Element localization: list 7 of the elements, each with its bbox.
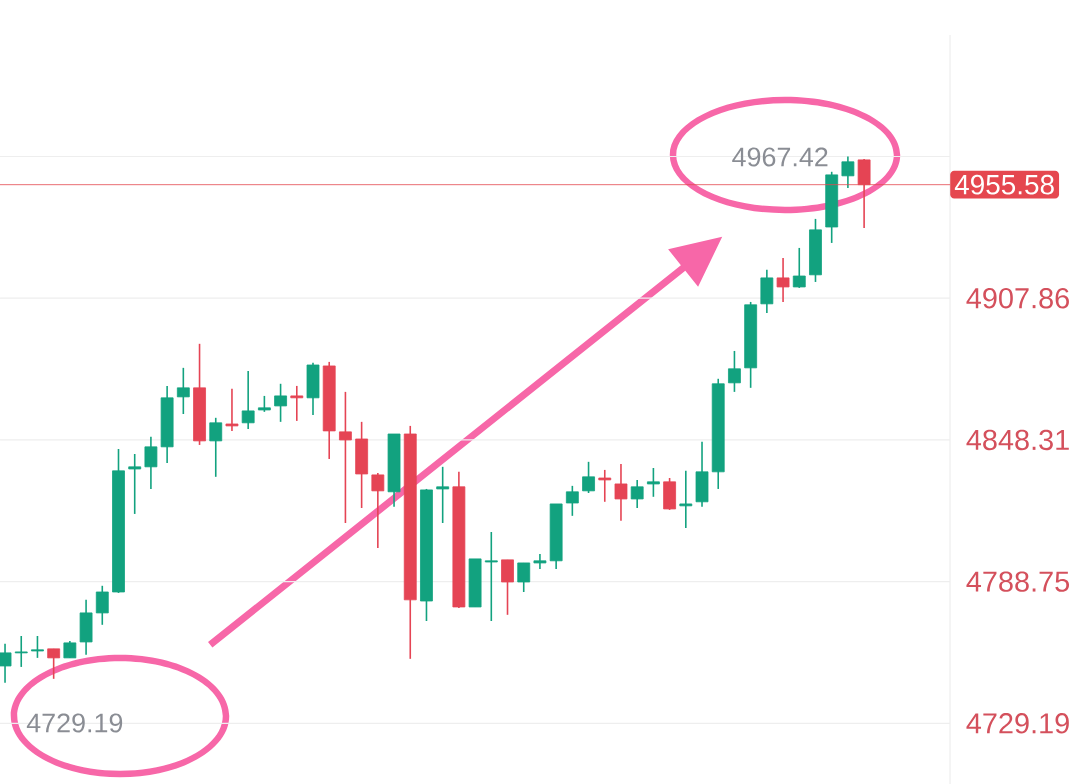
y-tick-label: 4788.75 <box>966 571 1070 592</box>
y-tick-label: 4729.19 <box>966 713 1069 734</box>
y-tick-label: 4848.31 <box>966 429 1069 451</box>
ref-line-label: 4955.58 <box>954 174 1054 195</box>
annotation: 4967.42 <box>732 147 828 167</box>
annotation: 4729.19 <box>26 713 123 733</box>
y-tick-label: 4907.86 <box>966 288 1069 309</box>
